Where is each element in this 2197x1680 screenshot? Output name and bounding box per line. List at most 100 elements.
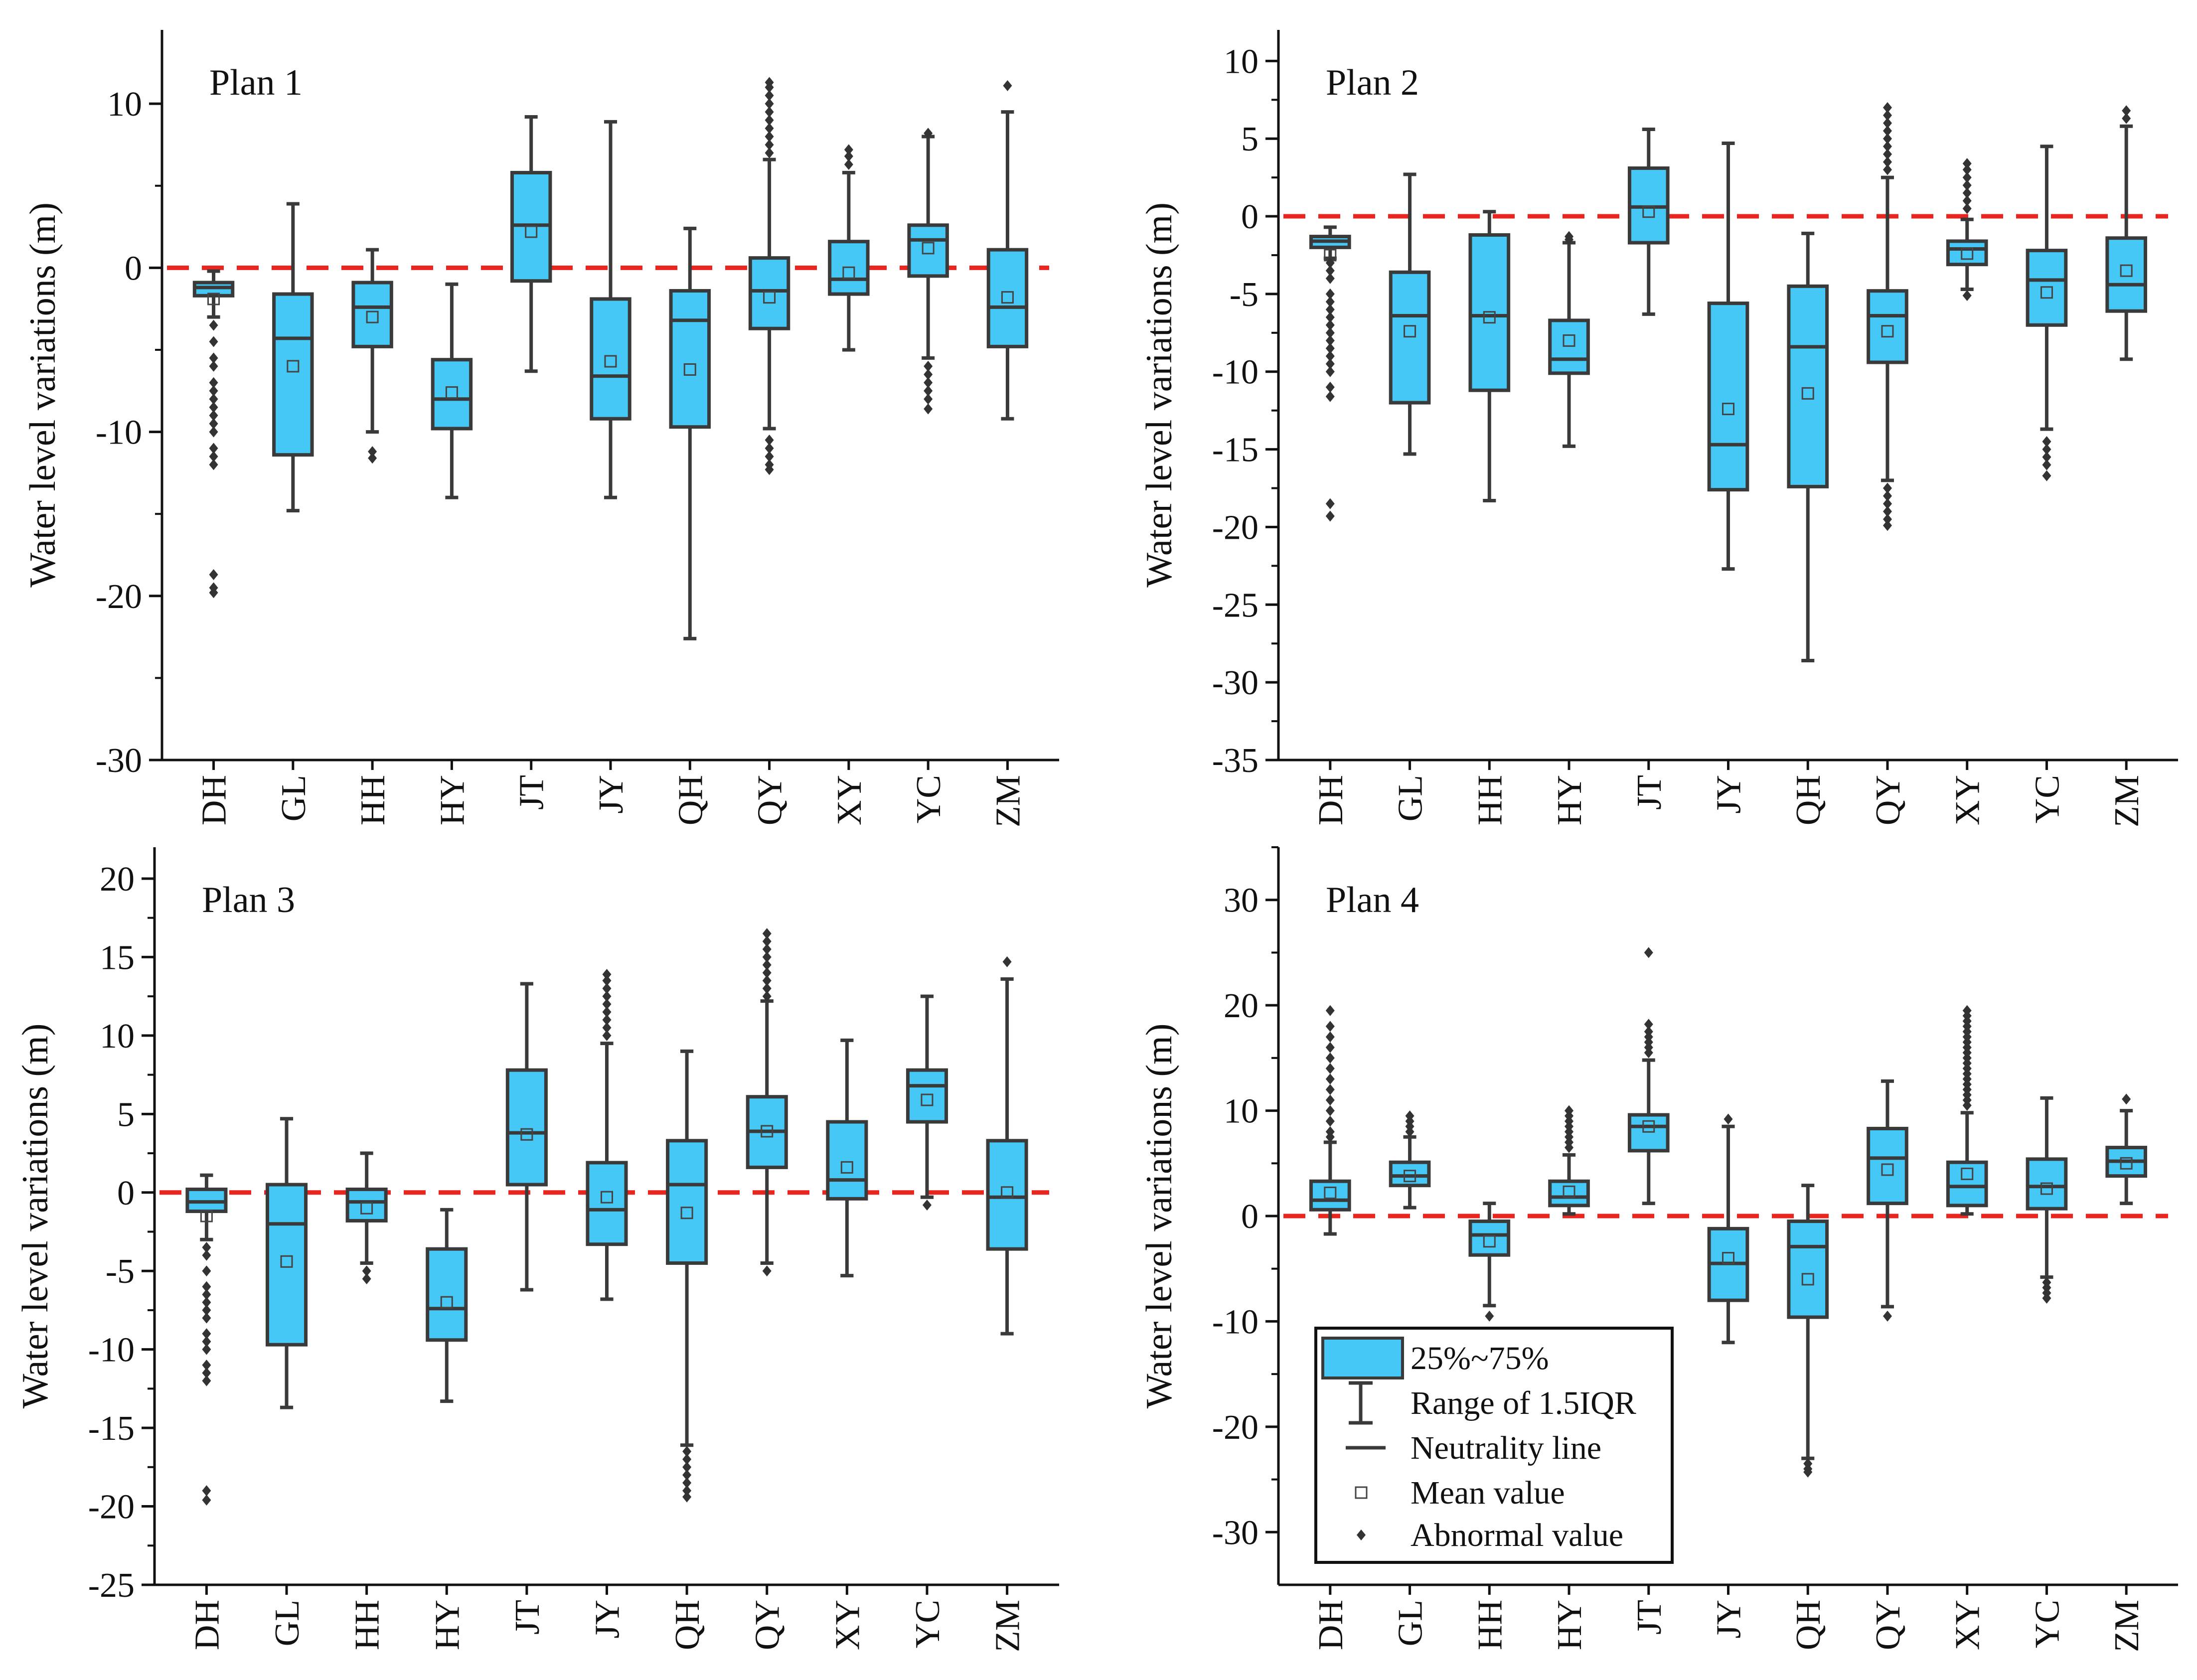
outlier-point (1883, 141, 1892, 152)
outlier-point (1325, 1094, 1335, 1106)
y-axis-label: Water level variations (m) (1139, 1024, 1180, 1409)
outlier-point (2042, 459, 2051, 470)
panel-plan-2: -35 -30 -25 -20 -15 -10 -5 0 5 10 Water level vari… (1139, 30, 2178, 827)
x-tick-label: HH (354, 775, 392, 825)
mean-marker (287, 360, 300, 373)
outlier-point (602, 1014, 612, 1026)
outlier-point (1883, 110, 1892, 121)
x-tick-label: YC (2028, 1600, 2066, 1648)
outlier-point (765, 77, 774, 88)
outlier-point (1883, 149, 1892, 160)
mean-marker (1722, 403, 1734, 416)
mean-marker (840, 1161, 853, 1174)
iqr-box (1867, 289, 1908, 364)
outlier-point (1962, 179, 1972, 191)
outlier-point (1883, 102, 1892, 113)
mean-marker (2040, 1182, 2053, 1195)
box-YC (2026, 1096, 2068, 1304)
outlier-point (1883, 482, 1892, 494)
iqr-box (1946, 1160, 1988, 1208)
y-tick-label: 10 (107, 85, 142, 124)
mean-marker (763, 291, 776, 304)
outlier-point (762, 1265, 772, 1277)
box-JY (590, 120, 631, 499)
outlier-point (1325, 498, 1335, 509)
y-tick-label: 0 (125, 249, 142, 288)
x-tick-label: JY (1710, 1600, 1748, 1639)
mean-marker (842, 266, 855, 279)
outlier-point (1325, 1073, 1335, 1085)
box-ZM (2105, 1093, 2148, 1206)
legend-outlier-marker (1357, 1529, 1366, 1540)
y-tick-label: -15 (1212, 431, 1258, 469)
outlier-point (2122, 1093, 2131, 1105)
outlier-point (765, 147, 774, 158)
outlier-point (602, 969, 612, 980)
outlier-point (202, 1328, 211, 1340)
box-DH (192, 269, 235, 599)
outlier-point (1325, 288, 1335, 300)
x-tick-label: QH (1789, 1600, 1828, 1650)
iqr-box (431, 358, 473, 431)
x-tick-label: GL (1392, 775, 1430, 821)
outlier-point (1644, 1026, 1653, 1037)
box-GL (272, 202, 314, 513)
outlier-point (202, 1336, 211, 1347)
mean-marker (1563, 1185, 1575, 1198)
box-JT (1627, 947, 1670, 1206)
outlier-point (1962, 172, 1972, 183)
outlier-point (1325, 350, 1335, 362)
panel-title: Plan 1 (209, 62, 303, 103)
outlier-point (1325, 1063, 1335, 1074)
legend-label: Range of 1.5IQR (1411, 1385, 1636, 1421)
y-tick-label: -10 (1212, 1303, 1258, 1341)
outlier-point (1883, 506, 1892, 517)
iqr-box (986, 1139, 1028, 1251)
mean-marker (1801, 1273, 1814, 1286)
outlier-point (1565, 1105, 1574, 1116)
panel-plan-4: -30 -20 -10 0 10 20 30 Water level variations (… (1139, 846, 2178, 1652)
outlier-point (762, 951, 772, 963)
outlier-point (762, 967, 772, 978)
outlier-point (602, 998, 612, 1010)
box-XY (1946, 158, 1988, 302)
x-tick-label: DH (188, 1600, 226, 1650)
outlier-point (762, 959, 772, 971)
x-tick-label: QH (671, 775, 710, 825)
y-tick-label: 0 (117, 1174, 135, 1213)
outlier-point (209, 459, 218, 470)
outlier-point (765, 106, 774, 118)
outlier-point (1325, 1052, 1335, 1064)
y-tick-label: 5 (117, 1095, 135, 1134)
x-tick-label: ZM (989, 1600, 1027, 1652)
mean-marker (1001, 291, 1014, 304)
mean-marker (1881, 1163, 1894, 1176)
legend-box-swatch (1321, 1337, 1404, 1379)
outlier-point (682, 1469, 692, 1481)
outlier-point (368, 453, 377, 464)
mean-marker (366, 310, 379, 323)
outlier-point (209, 319, 218, 331)
outlier-point (1325, 273, 1335, 284)
outlier-point (602, 1006, 612, 1018)
box-HH (345, 1151, 388, 1284)
outlier-point (762, 928, 772, 939)
y-tick-label: 0 (1241, 1198, 1258, 1236)
y-tick-label: 15 (100, 938, 135, 977)
x-tick-label: ZM (2108, 775, 2146, 827)
iqr-box (826, 1120, 868, 1201)
box-JT (505, 982, 548, 1292)
outlier-point (2042, 1292, 2051, 1304)
outlier-point (924, 360, 933, 372)
x-tick-label: HH (348, 1600, 387, 1650)
y-tick-label: 30 (1224, 882, 1258, 920)
outlier-point (762, 943, 772, 955)
x-tick-label: XY (830, 775, 869, 825)
outlier-point (682, 1461, 692, 1473)
outlier-point (1325, 1105, 1335, 1116)
outlier-point (1325, 311, 1335, 323)
outlier-point (1325, 1126, 1335, 1137)
mean-marker (601, 1191, 613, 1204)
iqr-box (666, 1139, 708, 1265)
outlier-point (209, 360, 218, 372)
